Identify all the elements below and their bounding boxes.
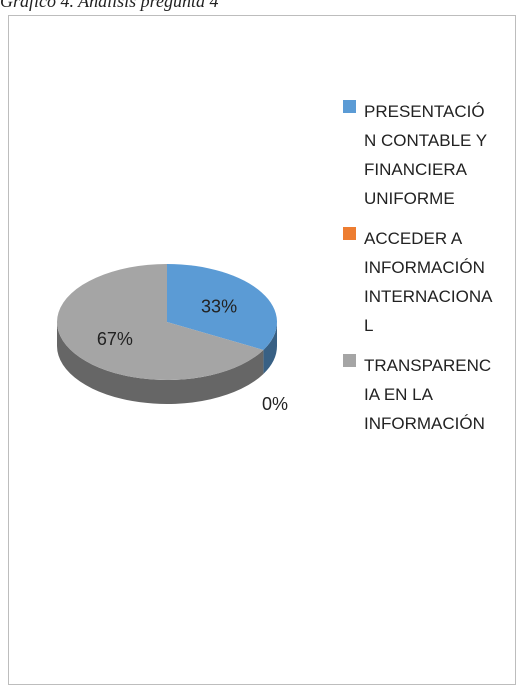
pie-slice	[56, 264, 264, 380]
pie-slice	[167, 264, 277, 350]
legend-item: TRANSPARENCIA EN LA INFORMACIÓN	[343, 354, 494, 438]
chart-title: Gráfico 4. Análisis pregunta 4	[0, 0, 219, 11]
legend: PRESENTACIÓN CONTABLE Y FINANCIERA UNIFO…	[343, 100, 494, 438]
legend-label: PRESENTACIÓN CONTABLE Y FINANCIERA UNIFO…	[364, 102, 487, 208]
legend-item: ACCEDER A INFORMACIÓN INTERNACIONAL	[343, 227, 494, 340]
legend-swatch	[343, 227, 356, 240]
pie-side	[57, 322, 264, 404]
data-label: 67%	[97, 329, 133, 349]
data-label: 0%	[262, 394, 288, 414]
legend-label: TRANSPARENCIA EN LA INFORMACIÓN	[364, 356, 492, 433]
legend-swatch	[343, 100, 356, 113]
data-label: 33%	[201, 297, 237, 317]
pie-side	[263, 322, 277, 374]
legend-swatch	[343, 354, 356, 367]
legend-label: ACCEDER A INFORMACIÓN INTERNACIONAL	[364, 229, 493, 335]
legend-item: PRESENTACIÓN CONTABLE Y FINANCIERA UNIFO…	[343, 100, 494, 213]
